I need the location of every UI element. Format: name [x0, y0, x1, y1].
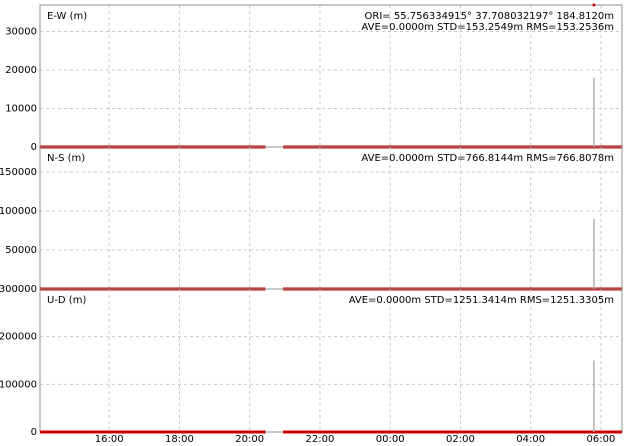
x-tick-label: 18:00	[165, 434, 194, 445]
stats-annotation: ORI= 55.756334915° 37.708032197° 184.812…	[365, 11, 614, 22]
y-tick-label: 100000	[0, 379, 37, 390]
y-tick-label: 300000	[0, 284, 37, 295]
y-tick-label: 100000	[0, 206, 37, 217]
x-tick-label: 06:00	[587, 434, 616, 445]
data-point	[592, 3, 596, 7]
x-tick-label: 02:00	[446, 434, 475, 445]
x-tick-label: 16:00	[95, 434, 124, 445]
y-tick-label: 20000	[5, 65, 37, 76]
y-tick-label: 0	[31, 142, 37, 153]
stats-annotation: AVE=0.0000m STD=1251.3414m RMS=1251.3305…	[349, 295, 614, 306]
y-tick-label: 200000	[0, 332, 37, 343]
stats-annotation: AVE=0.0000m STD=766.8144m RMS=766.8078m	[361, 153, 614, 164]
y-tick-label: 0	[31, 427, 37, 438]
panel-title: E-W (m)	[47, 11, 87, 22]
y-tick-label: 10000	[5, 104, 37, 115]
y-tick-label: 50000	[5, 245, 37, 256]
panel-title: N-S (m)	[47, 153, 85, 164]
x-tick-label: 04:00	[516, 434, 545, 445]
x-tick-label: 22:00	[306, 434, 335, 445]
y-tick-label: 30000	[5, 27, 37, 38]
plot-frame	[39, 146, 623, 290]
stats-annotation: AVE=0.0000m STD=153.2549m RMS=153.2536m	[361, 22, 614, 33]
panel-title: U-D (m)	[47, 295, 86, 306]
x-tick-label: 20:00	[235, 434, 264, 445]
plot-frame	[39, 288, 623, 433]
y-tick-label: 150000	[0, 167, 37, 178]
x-tick-label: 00:00	[376, 434, 405, 445]
